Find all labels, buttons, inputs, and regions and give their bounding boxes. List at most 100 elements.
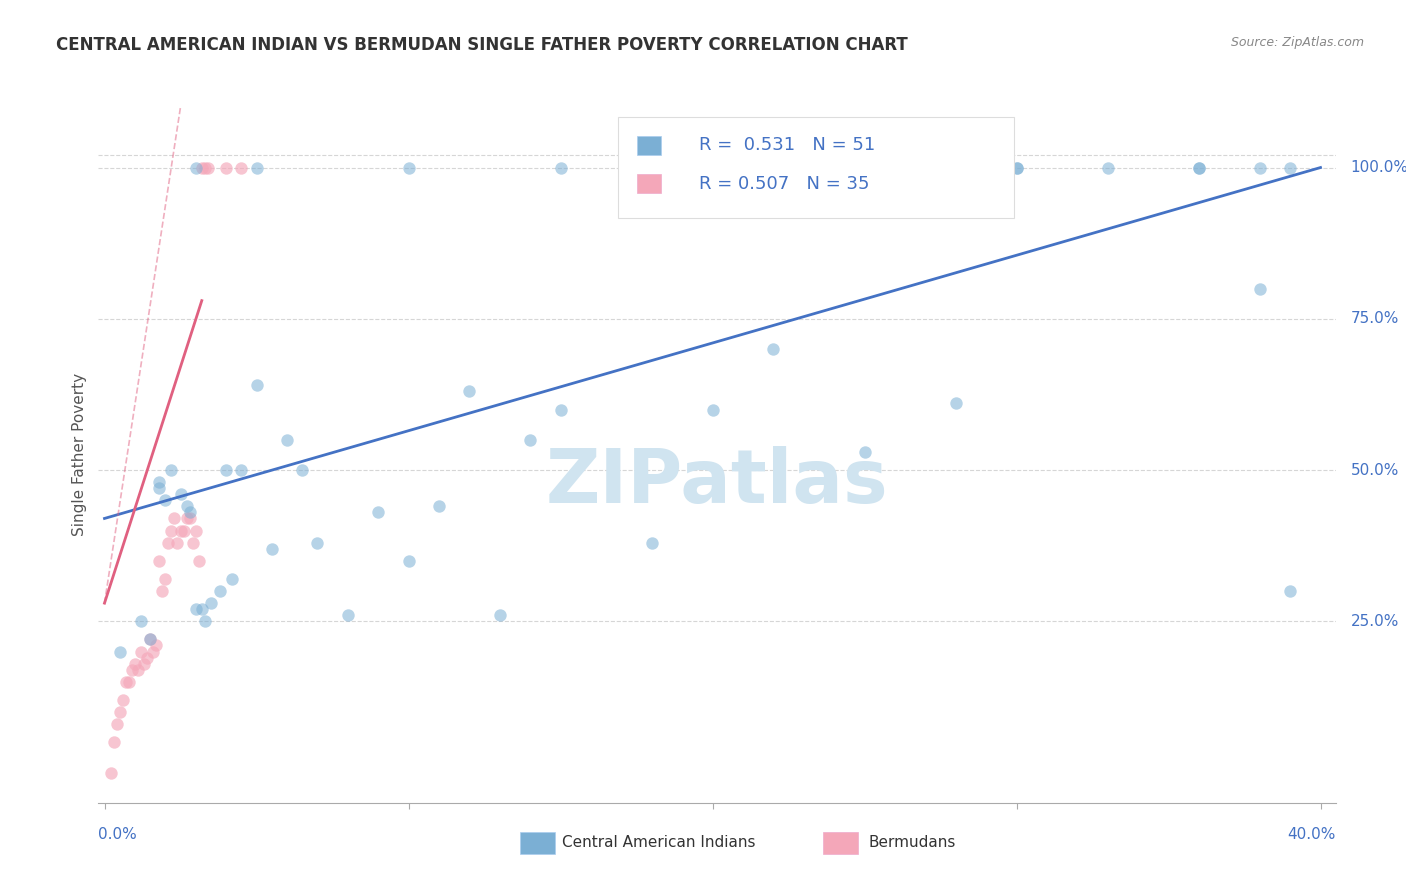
Point bbox=[197, 161, 219, 175]
Point bbox=[260, 541, 283, 556]
Point bbox=[148, 481, 170, 495]
Point bbox=[108, 644, 131, 658]
Point bbox=[641, 535, 664, 549]
Text: ZIPatlas: ZIPatlas bbox=[546, 446, 889, 519]
Text: CENTRAL AMERICAN INDIAN VS BERMUDAN SINGLE FATHER POVERTY CORRELATION CHART: CENTRAL AMERICAN INDIAN VS BERMUDAN SING… bbox=[56, 36, 908, 54]
Point bbox=[945, 396, 967, 410]
Point bbox=[191, 161, 214, 175]
Point bbox=[181, 535, 204, 549]
Point bbox=[132, 657, 155, 671]
Point bbox=[136, 650, 159, 665]
Text: Bermudans: Bermudans bbox=[869, 836, 956, 850]
Point bbox=[179, 511, 201, 525]
Point bbox=[118, 674, 141, 689]
Text: Source: ZipAtlas.com: Source: ZipAtlas.com bbox=[1230, 36, 1364, 49]
Point bbox=[176, 511, 198, 525]
Point bbox=[1279, 161, 1302, 175]
Point bbox=[160, 524, 183, 538]
Point bbox=[231, 463, 253, 477]
Point bbox=[121, 663, 143, 677]
Point bbox=[191, 602, 214, 616]
Point bbox=[150, 584, 173, 599]
Point bbox=[200, 596, 222, 610]
Point bbox=[139, 632, 162, 647]
Point bbox=[176, 500, 198, 514]
Point bbox=[148, 475, 170, 490]
Point bbox=[427, 500, 450, 514]
Text: 100.0%: 100.0% bbox=[1351, 160, 1406, 175]
Text: 75.0%: 75.0% bbox=[1351, 311, 1399, 326]
Point bbox=[307, 535, 329, 549]
Text: 0.0%: 0.0% bbox=[98, 827, 138, 841]
Point bbox=[702, 402, 724, 417]
Point bbox=[458, 384, 481, 399]
Text: 40.0%: 40.0% bbox=[1288, 827, 1336, 841]
Point bbox=[114, 674, 136, 689]
Text: Central American Indians: Central American Indians bbox=[562, 836, 756, 850]
Point bbox=[215, 161, 238, 175]
Point bbox=[550, 402, 572, 417]
Point bbox=[291, 463, 314, 477]
Point bbox=[1188, 161, 1211, 175]
Point bbox=[163, 511, 186, 525]
Point bbox=[184, 602, 207, 616]
Point bbox=[145, 639, 167, 653]
Point bbox=[550, 161, 572, 175]
Point bbox=[853, 161, 876, 175]
Point bbox=[142, 644, 165, 658]
Point bbox=[179, 505, 201, 519]
Text: R = 0.507   N = 35: R = 0.507 N = 35 bbox=[699, 175, 869, 193]
Point bbox=[1005, 161, 1028, 175]
Point bbox=[184, 524, 207, 538]
Point bbox=[1249, 161, 1271, 175]
Point bbox=[124, 657, 146, 671]
Point bbox=[194, 161, 217, 175]
Point bbox=[1188, 161, 1211, 175]
Point bbox=[187, 554, 209, 568]
Point bbox=[208, 584, 231, 599]
Text: 50.0%: 50.0% bbox=[1351, 463, 1399, 477]
Point bbox=[111, 693, 134, 707]
Bar bbox=[637, 174, 661, 194]
Point bbox=[1005, 161, 1028, 175]
Point bbox=[231, 161, 253, 175]
Point bbox=[215, 463, 238, 477]
Point bbox=[245, 161, 267, 175]
Bar bbox=[637, 136, 661, 155]
Point bbox=[398, 554, 420, 568]
Point bbox=[129, 644, 152, 658]
Point bbox=[519, 433, 541, 447]
Point bbox=[155, 493, 177, 508]
Point bbox=[105, 717, 128, 731]
Point bbox=[194, 615, 217, 629]
Point bbox=[129, 615, 152, 629]
Point bbox=[139, 632, 162, 647]
FancyBboxPatch shape bbox=[619, 118, 1014, 219]
Point bbox=[276, 433, 298, 447]
Point bbox=[173, 524, 195, 538]
Point bbox=[336, 608, 359, 623]
Point bbox=[127, 663, 149, 677]
Text: 25.0%: 25.0% bbox=[1351, 614, 1399, 629]
Point bbox=[1249, 281, 1271, 295]
Point bbox=[488, 608, 510, 623]
Point bbox=[245, 378, 267, 392]
Point bbox=[148, 554, 170, 568]
Point bbox=[157, 535, 180, 549]
Point bbox=[169, 524, 191, 538]
Point bbox=[100, 765, 122, 780]
Text: R =  0.531   N = 51: R = 0.531 N = 51 bbox=[699, 136, 875, 154]
Point bbox=[762, 342, 785, 356]
Point bbox=[762, 161, 785, 175]
Point bbox=[103, 735, 125, 749]
Point bbox=[1279, 584, 1302, 599]
Point bbox=[367, 505, 389, 519]
Point bbox=[184, 161, 207, 175]
Point bbox=[221, 572, 243, 586]
Point bbox=[108, 705, 131, 719]
Y-axis label: Single Father Poverty: Single Father Poverty bbox=[72, 374, 87, 536]
Point bbox=[160, 463, 183, 477]
Point bbox=[1097, 161, 1119, 175]
Point bbox=[853, 445, 876, 459]
Point bbox=[166, 535, 188, 549]
